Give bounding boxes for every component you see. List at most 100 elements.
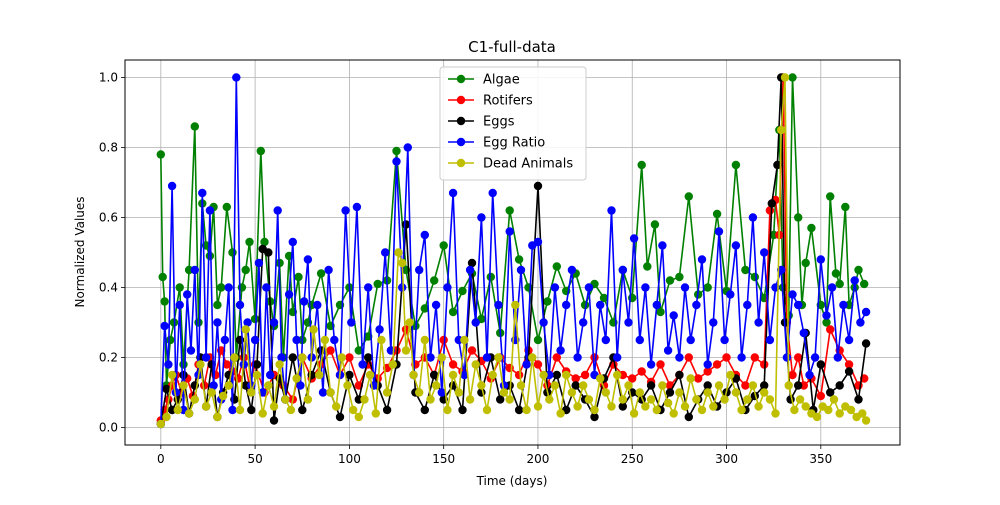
data-point-egg-ratio xyxy=(856,318,865,327)
data-point-egg-ratio xyxy=(482,353,492,362)
data-point-eggs xyxy=(335,412,345,422)
data-point-algae xyxy=(166,335,175,345)
data-point-egg-ratio xyxy=(799,328,808,338)
series-egg-ratio xyxy=(156,73,871,429)
data-point-dead-animals xyxy=(703,388,712,397)
data-point-eggs xyxy=(264,248,273,257)
data-point-algae xyxy=(637,160,646,170)
data-point-egg-ratio xyxy=(243,318,252,327)
data-point-dead-animals xyxy=(675,388,684,397)
data-point-egg-ratio xyxy=(364,283,373,292)
data-point-rotifers xyxy=(628,374,637,383)
data-point-dead-animals xyxy=(737,405,746,415)
data-point-dead-animals xyxy=(579,381,588,390)
data-point-algae xyxy=(420,304,429,313)
data-point-dead-animals xyxy=(652,405,661,415)
legend-swatch-marker-dead-animals xyxy=(456,158,466,168)
data-point-egg-ratio xyxy=(827,283,837,292)
data-point-egg-ratio xyxy=(601,335,610,345)
data-point-dead-animals xyxy=(658,381,667,390)
y-tick-label: 1.0 xyxy=(99,71,118,85)
data-point-egg-ratio xyxy=(186,346,196,355)
data-point-egg-ratio xyxy=(652,300,661,310)
data-point-rotifers xyxy=(326,346,335,355)
data-point-dead-animals xyxy=(401,346,411,355)
data-point-egg-ratio xyxy=(663,346,673,355)
data-point-egg-ratio xyxy=(550,283,560,292)
data-point-dead-animals xyxy=(516,381,526,390)
data-point-dead-animals xyxy=(771,409,780,418)
data-point-rotifers xyxy=(580,370,590,380)
data-point-egg-ratio xyxy=(646,360,656,369)
legend-label-eggs: Eggs xyxy=(483,115,515,130)
data-point-egg-ratio xyxy=(765,335,775,345)
data-point-egg-ratio xyxy=(737,353,746,362)
data-point-algae xyxy=(599,293,609,303)
legend-swatch-marker-rotifers xyxy=(456,95,466,105)
data-point-dead-animals xyxy=(213,412,222,422)
data-point-egg-ratio xyxy=(448,188,458,198)
data-point-egg-ratio xyxy=(398,283,407,292)
data-point-dead-animals xyxy=(613,370,622,380)
data-point-egg-ratio xyxy=(833,353,842,362)
data-point-egg-ratio xyxy=(381,248,390,257)
data-point-algae xyxy=(841,202,850,212)
legend-label-egg-ratio: Egg Ratio xyxy=(483,136,545,151)
data-point-dead-animals xyxy=(437,353,446,362)
data-point-algae xyxy=(316,269,326,278)
data-point-dead-animals xyxy=(562,370,571,380)
data-point-dead-animals xyxy=(709,402,718,411)
data-point-egg-ratio xyxy=(573,353,582,362)
data-point-egg-ratio xyxy=(567,265,577,275)
data-point-egg-ratio xyxy=(318,388,328,397)
data-point-egg-ratio xyxy=(198,188,207,198)
data-point-egg-ratio xyxy=(697,255,707,264)
data-point-egg-ratio xyxy=(299,297,309,306)
data-point-eggs xyxy=(760,381,769,390)
data-point-dead-animals xyxy=(550,381,560,390)
data-point-egg-ratio xyxy=(794,300,803,310)
data-point-egg-ratio xyxy=(743,300,752,310)
data-point-egg-ratio xyxy=(629,234,639,243)
data-point-algae xyxy=(675,272,684,282)
data-point-egg-ratio xyxy=(235,300,245,310)
legend-label-dead-animals: Dead Animals xyxy=(483,157,573,172)
data-point-rotifers xyxy=(722,353,731,362)
data-point-dead-animals xyxy=(415,388,424,397)
data-point-algae xyxy=(650,220,660,229)
data-point-algae xyxy=(430,276,439,285)
data-point-dead-animals xyxy=(835,409,844,418)
data-point-dead-animals xyxy=(275,360,284,369)
data-point-eggs xyxy=(571,381,580,390)
data-point-algae xyxy=(703,283,712,292)
data-point-dead-animals xyxy=(731,388,741,397)
data-point-dead-animals xyxy=(858,409,867,418)
data-point-egg-ratio xyxy=(220,335,230,345)
data-point-dead-animals xyxy=(545,395,554,404)
legend-box xyxy=(439,66,587,181)
data-point-egg-ratio xyxy=(596,300,605,310)
data-point-algae xyxy=(373,279,382,289)
data-point-dead-animals xyxy=(354,412,363,422)
data-point-egg-ratio xyxy=(160,321,169,331)
data-point-rotifers xyxy=(637,367,646,376)
data-point-egg-ratio xyxy=(579,318,588,327)
data-point-egg-ratio xyxy=(635,335,644,345)
data-point-dead-animals xyxy=(780,73,790,82)
data-point-dead-animals xyxy=(590,405,599,415)
data-point-egg-ratio xyxy=(844,335,854,345)
data-point-rotifers xyxy=(448,360,458,369)
data-point-rotifers xyxy=(788,370,797,380)
data-point-rotifers xyxy=(844,360,854,369)
data-point-egg-ratio xyxy=(431,300,441,310)
data-point-egg-ratio xyxy=(292,335,301,345)
data-point-dead-animals xyxy=(624,381,633,390)
data-point-egg-ratio xyxy=(392,157,401,166)
data-point-dead-animals xyxy=(343,381,352,390)
data-point-eggs xyxy=(533,181,543,191)
data-point-egg-ratio xyxy=(805,370,814,380)
data-point-dead-animals xyxy=(663,398,673,408)
data-point-algae xyxy=(794,213,803,222)
data-point-rotifers xyxy=(439,335,448,345)
